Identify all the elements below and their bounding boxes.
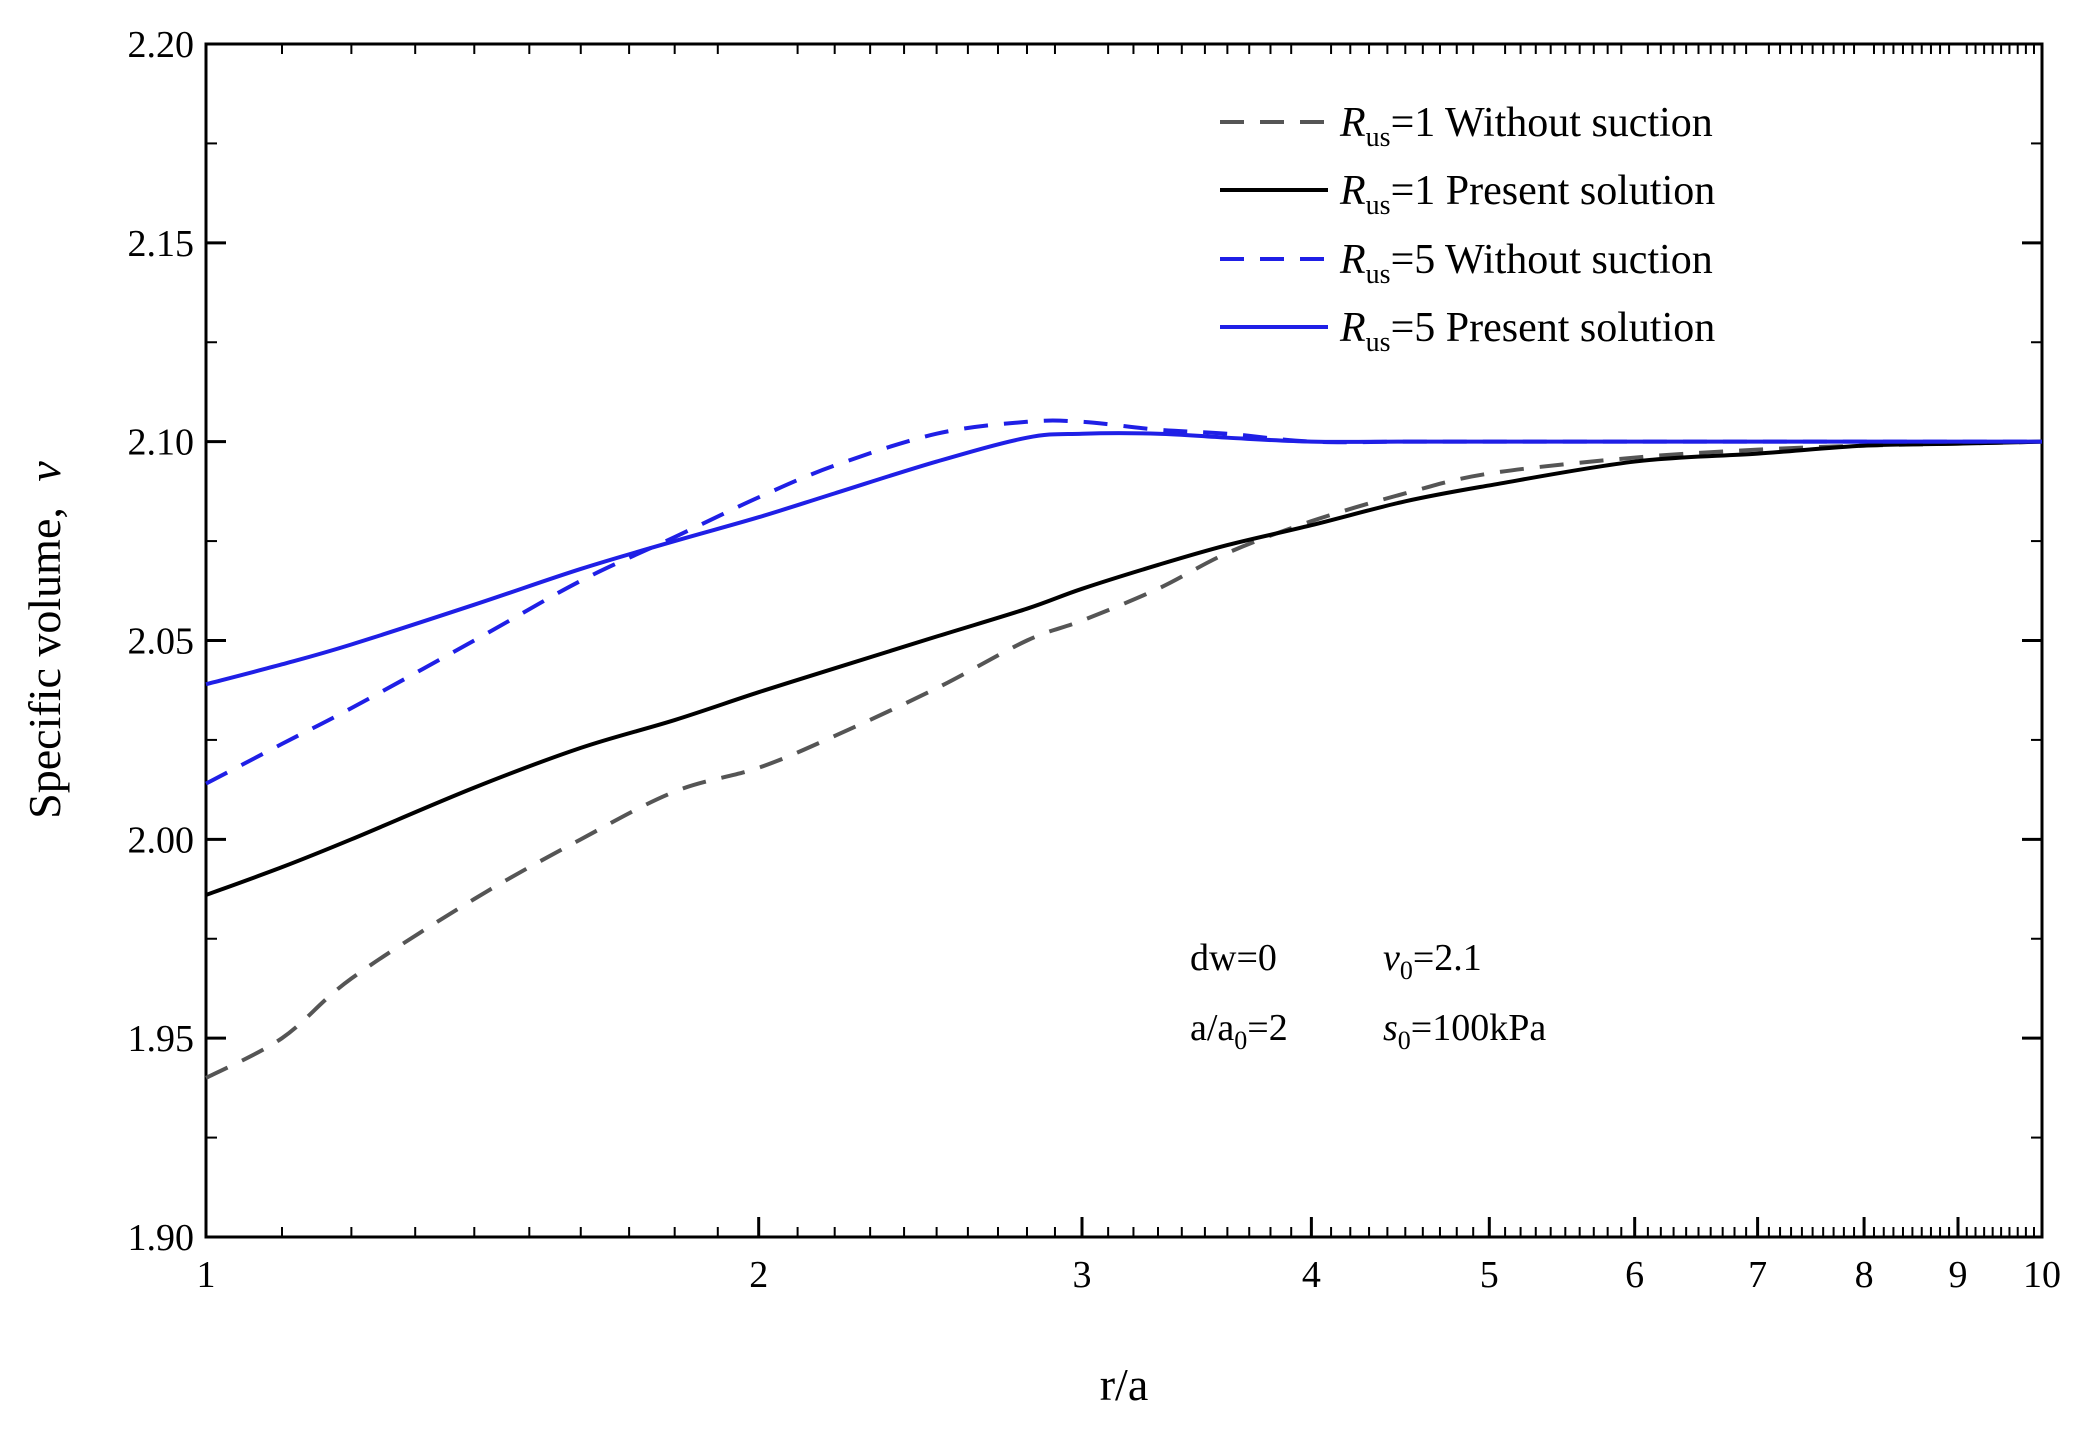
legend-text-1: =1 Without suction (1391, 100, 1713, 146)
legend-item-2: Rus=1 Present solution (1220, 168, 1715, 221)
x-tick-label: 3 (1072, 1254, 1091, 1296)
annotation-v0: v0=2.1 (1383, 937, 1482, 985)
legend-symbol-4: R (1339, 305, 1366, 351)
legend-text-3: =5 Without suction (1391, 237, 1713, 283)
y-axis-ticks: 1.90 1.95 2.00 2.05 2.10 2.15 2.20 (128, 24, 2042, 1259)
x-axis-ticks: 1 2 3 4 5 6 7 8 9 10 (197, 44, 2061, 1296)
y-axis-label: Specific volume, v (19, 461, 70, 819)
y-tick-label: 2.10 (128, 422, 195, 464)
x-tick-label: 6 (1625, 1254, 1644, 1296)
y-tick-label: 1.90 (128, 1217, 195, 1259)
svg-text:Rus=1 Without suction: Rus=1 Without suction (1339, 100, 1713, 153)
y-axis-label-symbol: v (19, 461, 70, 482)
annotation-dw: dw=0 (1190, 937, 1277, 979)
svg-text:Rus=1 Present solution: Rus=1 Present solution (1339, 168, 1715, 221)
annotation-s0: s0=100kPa (1383, 1007, 1546, 1055)
series-line-1 (205, 439, 2043, 1080)
legend-sub-2: us (1366, 190, 1391, 221)
y-tick-label: 2.00 (128, 819, 195, 861)
x-tick-label: 5 (1480, 1254, 1499, 1296)
series-layer (205, 418, 2043, 1080)
legend-sub-3: us (1366, 259, 1391, 290)
series-line-4 (205, 431, 2042, 687)
annotation-a-ratio: a/a0=2 (1190, 1007, 1288, 1055)
legend-symbol-1: R (1339, 100, 1366, 146)
legend-symbol-2: R (1339, 168, 1366, 214)
parameter-annotation: dw=0 v0=2.1 a/a0=2 s0=100kPa (1190, 937, 1546, 1055)
x-tick-label: 9 (1948, 1254, 1967, 1296)
legend-symbol-3: R (1339, 237, 1366, 283)
legend-text-4: =5 Present solution (1391, 305, 1716, 351)
legend: Rus=1 Without suction Rus=1 Present solu… (1220, 100, 1715, 358)
y-tick-label: 1.95 (128, 1018, 195, 1060)
x-tick-label: 7 (1748, 1254, 1767, 1296)
y-tick-label: 2.15 (128, 223, 195, 265)
legend-text-2: =1 Present solution (1391, 168, 1716, 214)
svg-text:Rus=5 Without suction: Rus=5 Without suction (1339, 237, 1713, 290)
legend-item-1: Rus=1 Without suction (1220, 100, 1713, 153)
x-axis-label: r/a (1100, 1359, 1149, 1410)
legend-sub-1: us (1366, 122, 1391, 153)
legend-item-4: Rus=5 Present solution (1220, 305, 1715, 358)
x-tick-label: 1 (197, 1254, 216, 1296)
y-tick-label: 2.05 (128, 621, 195, 663)
svg-text:Rus=5 Present solution: Rus=5 Present solution (1339, 305, 1715, 358)
x-tick-label: 4 (1302, 1254, 1321, 1296)
legend-item-3: Rus=5 Without suction (1220, 237, 1713, 290)
y-tick-label: 2.20 (128, 24, 195, 66)
legend-sub-4: us (1366, 327, 1391, 358)
x-tick-label: 10 (2023, 1254, 2061, 1296)
y-axis-label-text: Specific volume, (19, 507, 70, 819)
svg-text:Specific volume, v: Specific volume, v (19, 461, 70, 819)
x-tick-label: 2 (749, 1254, 768, 1296)
series-line-2 (205, 439, 2043, 897)
x-tick-label: 8 (1855, 1254, 1874, 1296)
